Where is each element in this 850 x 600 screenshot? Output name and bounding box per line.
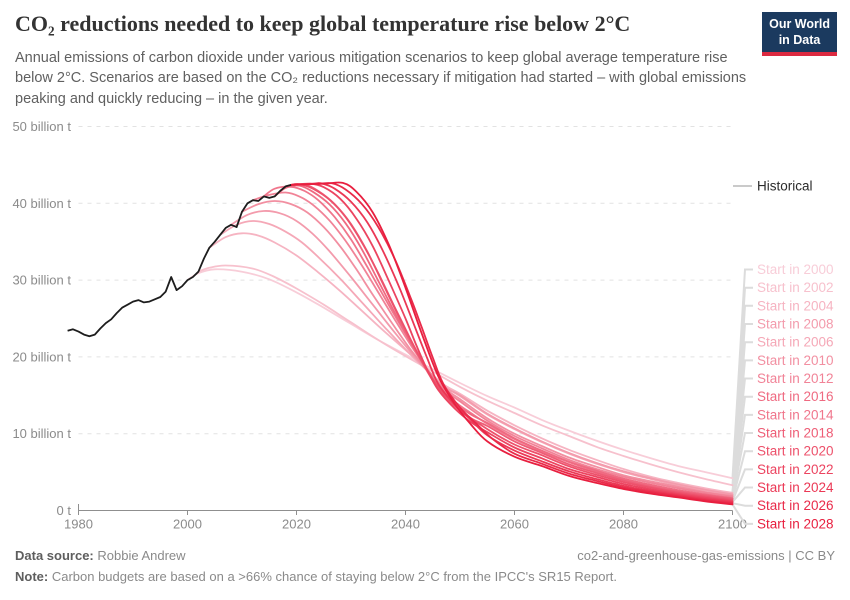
chart-subtitle: Annual emissions of carbon dioxide under… [15,50,747,107]
legend-label-start-in-2022[interactable]: Start in 2022 [757,462,834,477]
series-line-start-in-2026[interactable] [290,182,734,505]
x-axis-label-2000: 2000 [173,517,202,532]
series-line-start-in-2000[interactable] [186,268,734,480]
license-text[interactable]: co2-and-greenhouse-gas-emissions | CC BY [577,548,835,563]
series-line-start-in-2022[interactable] [290,182,734,503]
legend-connector-start-in-2026 [732,502,753,507]
legend-label-start-in-2016[interactable]: Start in 2016 [757,389,834,404]
legend-connector-start-in-2028 [731,503,753,525]
x-axis-label-2020: 2020 [282,517,311,532]
series-line-start-in-2028[interactable] [290,181,734,506]
series-line-historical[interactable] [67,184,292,338]
legend-label-start-in-2012[interactable]: Start in 2012 [757,371,834,386]
series-line-start-in-2006[interactable] [219,220,734,496]
legend-connector-start-in-2018 [731,432,753,500]
owid-logo-line2: in Data [778,32,821,47]
x-axis-label-2040: 2040 [391,517,420,532]
legend-label-start-in-2008[interactable]: Start in 2008 [757,317,834,332]
legend-label-start-in-2006[interactable]: Start in 2006 [757,335,834,350]
legend-label-start-in-2026[interactable]: Start in 2026 [757,498,834,513]
x-axis-label-2100: 2100 [718,517,747,532]
legend-label-start-in-2002[interactable]: Start in 2002 [757,280,834,295]
y-axis-label-10: 10 billion t [12,426,71,441]
chart-note-text: Carbon budgets are based on a >66% chanc… [48,569,618,584]
data-source: Data source: Robbie Andrew [15,548,186,563]
legend-label-start-in-2024[interactable]: Start in 2024 [757,480,834,495]
data-source-label: Data source: [15,548,94,563]
x-axis-label-2080: 2080 [609,517,638,532]
data-source-value: Robbie Andrew [93,548,186,563]
legend-label-start-in-2028[interactable]: Start in 2028 [757,516,834,531]
series-line-start-in-2008[interactable] [230,210,734,496]
y-axis-label-40: 40 billion t [12,196,71,211]
owid-logo-line1: Our World [769,17,830,31]
y-axis-label-50: 50 billion t [12,119,71,134]
series-line-start-in-2020[interactable] [290,183,734,501]
x-axis-label-1980: 1980 [64,517,93,532]
series-line-start-in-2004[interactable] [208,232,734,494]
legend-connector-start-in-2008 [731,323,753,495]
series-line-start-in-2002[interactable] [197,264,734,487]
series-line-start-in-2018[interactable] [284,183,734,500]
y-axis-label-20: 20 billion t [12,349,71,364]
legend-label-start-in-2014[interactable]: Start in 2014 [757,407,834,422]
owid-logo[interactable]: Our World in Data [762,12,837,57]
legend-label-start-in-2004[interactable]: Start in 2004 [757,298,834,313]
legend-label-historical[interactable]: Historical [757,179,813,194]
x-axis-label-2060: 2060 [500,517,529,532]
y-axis-label-0: 0 t [57,503,72,518]
series-line-start-in-2014[interactable] [262,185,734,500]
series-line-start-in-2010[interactable] [241,200,734,497]
legend-connector-start-in-2022 [731,468,753,502]
chart-note-label: Note: [15,569,49,584]
legend-label-start-in-2010[interactable]: Start in 2010 [757,353,834,368]
legend-label-start-in-2000[interactable]: Start in 2000 [757,262,834,277]
series-line-start-in-2024[interactable] [290,182,734,503]
legend-connector-start-in-2020 [731,450,753,501]
chart-note: Note: Carbon budgets are based on a >66%… [15,569,617,584]
page-title: CO₂ reductions needed to keep global tem… [15,11,631,36]
y-axis-label-30: 30 billion t [12,273,71,288]
legend-connector-start-in-2024 [731,486,753,503]
series-line-start-in-2012[interactable] [252,191,734,498]
legend-label-start-in-2020[interactable]: Start in 2020 [757,444,834,459]
legend-connector-start-in-2016 [731,395,753,499]
legend-label-start-in-2018[interactable]: Start in 2018 [757,426,834,441]
